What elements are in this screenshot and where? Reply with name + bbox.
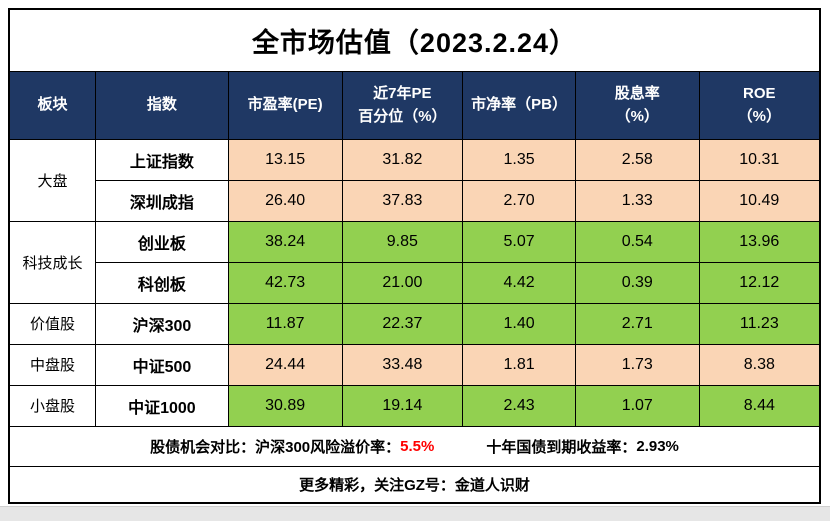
value-cell: 19.14 <box>341 384 464 427</box>
col-header-roe: ROE （%） <box>698 70 821 140</box>
value-cell: 2.70 <box>462 179 576 222</box>
risk-premium-value: 5.5% <box>400 437 435 455</box>
value-cell: 24.44 <box>227 343 343 386</box>
index-cell: 沪深300 <box>95 302 229 345</box>
value-cell: 1.35 <box>462 138 576 181</box>
col-header-sector: 板块 <box>8 70 97 140</box>
header-row: 板块 指数 市盈率(PE) 近7年PE 百分位（%） 市净率（PB） 股息率 （%）… <box>8 70 821 140</box>
valuation-sheet: 全市场估值（2023.2.24） 板块 指数 市盈率(PE) 近7年PE 百分位（… <box>8 8 821 504</box>
value-cell: 38.24 <box>227 220 343 263</box>
value-cell: 10.31 <box>698 138 821 181</box>
value-cell: 2.43 <box>462 384 576 427</box>
col-header-dividend-yield: 股息率 （%） <box>574 70 700 140</box>
table-row: 大盘 上证指数 13.15 31.82 1.35 2.58 10.31 <box>8 138 821 222</box>
value-cell: 42.73 <box>227 261 343 304</box>
value-cell: 13.96 <box>698 220 821 263</box>
sector-cell: 大盘 <box>8 138 97 222</box>
follow-note: 更多精彩，关注GZ号：金道人识财 <box>8 465 821 504</box>
bottom-bar <box>0 506 830 521</box>
value-cell: 13.15 <box>227 138 343 181</box>
table-row: 中盘股 中证500 24.44 33.48 1.81 1.73 8.38 <box>8 343 821 386</box>
col-header-pe-percentile: 近7年PE 百分位（%） <box>341 70 464 140</box>
value-cell: 8.38 <box>698 343 821 386</box>
value-cell: 11.23 <box>698 302 821 345</box>
col-header-pe: 市盈率(PE) <box>227 70 343 140</box>
table-row: 科创板 42.73 21.00 4.42 0.39 12.12 <box>9 261 821 304</box>
col-header-pb: 市净率（PB） <box>462 70 576 140</box>
treasury-yield-value: 2.93% <box>636 437 679 455</box>
table-row: 深圳成指 26.40 37.83 2.70 1.33 10.49 <box>9 179 821 222</box>
value-cell: 0.54 <box>574 220 700 263</box>
sector-cell: 小盘股 <box>8 384 97 427</box>
treasury-yield-label: 十年国债到期收益率： <box>486 438 637 456</box>
valuation-table: 全市场估值（2023.2.24） 板块 指数 市盈率(PE) 近7年PE 百分位（… <box>8 8 821 504</box>
index-cell: 中证500 <box>95 343 229 386</box>
value-cell: 21.00 <box>341 261 464 304</box>
index-cell: 科创板 <box>95 261 229 304</box>
value-cell: 4.42 <box>462 261 576 304</box>
value-cell: 33.48 <box>341 343 464 386</box>
sector-cell: 价值股 <box>8 302 97 345</box>
sector-cell: 中盘股 <box>8 343 97 386</box>
value-cell: 10.49 <box>698 179 821 222</box>
value-cell: 26.40 <box>227 179 343 222</box>
value-cell: 5.07 <box>462 220 576 263</box>
value-cell: 9.85 <box>341 220 464 263</box>
table-row: 科技成长 创业板 38.24 9.85 5.07 0.54 13.96 <box>8 220 821 304</box>
page-title: 全市场估值（2023.2.24） <box>8 8 821 72</box>
bonus-label: 股债机会对比： <box>150 438 256 456</box>
value-cell: 11.87 <box>227 302 343 345</box>
table-row: 价值股 沪深300 11.87 22.37 1.40 2.71 11.23 <box>8 302 821 345</box>
stock-bond-comparison: 股债机会对比： 沪深300风险溢价率： 5.5% 十年国债到期收益率： 2.93… <box>10 436 819 457</box>
index-cell: 中证1000 <box>95 384 229 427</box>
value-cell: 2.71 <box>574 302 700 345</box>
value-cell: 37.83 <box>341 179 464 222</box>
risk-premium-label: 沪深300风险溢价率： <box>255 438 401 456</box>
value-cell: 30.89 <box>227 384 343 427</box>
value-cell: 12.12 <box>698 261 821 304</box>
value-cell: 0.39 <box>574 261 700 304</box>
sector-cell: 科技成长 <box>8 220 97 304</box>
value-cell: 1.07 <box>574 384 700 427</box>
table-row: 小盘股 中证1000 30.89 19.14 2.43 1.07 8.44 <box>8 384 821 427</box>
value-cell: 1.73 <box>574 343 700 386</box>
bonus-row: 股债机会对比： 沪深300风险溢价率： 5.5% 十年国债到期收益率： 2.93… <box>8 425 821 467</box>
col-header-index: 指数 <box>95 70 229 140</box>
value-cell: 8.44 <box>698 384 821 427</box>
title-row: 全市场估值（2023.2.24） <box>8 8 821 72</box>
value-cell: 2.58 <box>574 138 700 181</box>
value-cell: 31.82 <box>341 138 464 181</box>
index-cell: 深圳成指 <box>95 179 229 222</box>
value-cell: 1.81 <box>462 343 576 386</box>
index-cell: 上证指数 <box>95 138 229 181</box>
footer-row: 更多精彩，关注GZ号：金道人识财 <box>8 465 821 504</box>
value-cell: 1.40 <box>462 302 576 345</box>
index-cell: 创业板 <box>95 220 229 263</box>
value-cell: 22.37 <box>341 302 464 345</box>
value-cell: 1.33 <box>574 179 700 222</box>
